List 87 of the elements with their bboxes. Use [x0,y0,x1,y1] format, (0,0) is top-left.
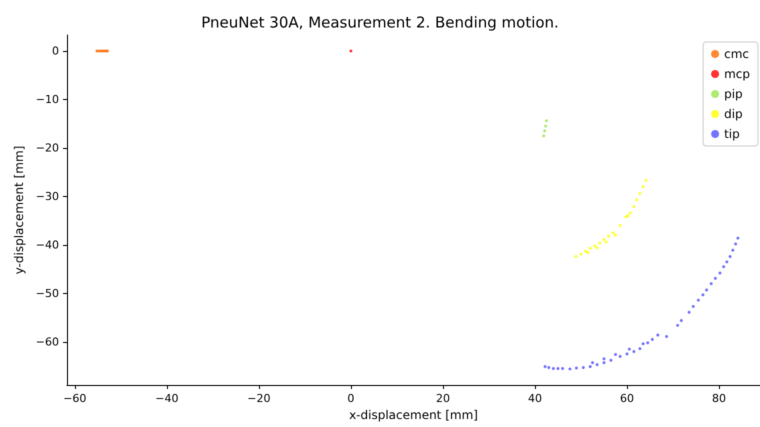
point [635,198,638,202]
point [596,363,599,366]
point [642,342,645,346]
point [544,365,547,368]
point [650,338,654,341]
point [638,347,642,350]
x-tick-label: 80 [712,392,726,405]
x-tick-label: −40 [155,392,178,405]
x-tick-label: 60 [620,392,634,405]
point [725,260,728,264]
point [680,319,683,322]
point [544,119,548,122]
point [612,231,615,234]
y-tick-label: 0 [52,44,59,58]
point [588,365,592,368]
x-tick-label: −20 [247,392,270,405]
point [696,298,700,302]
point [586,251,590,254]
point [596,246,599,250]
point [701,293,704,296]
legend-label: dip [724,107,743,121]
point [656,334,660,337]
legend-label: tip [724,127,740,141]
point [574,366,578,370]
legend-label: mcp [724,67,750,81]
point [604,240,608,244]
point [628,348,631,351]
point [349,50,352,52]
point [584,250,588,253]
x-tick-label: 0 [347,392,354,405]
point [591,361,594,364]
point [626,352,629,356]
y-axis-title: y-displacement [mm] [12,146,26,274]
point [556,367,560,370]
point [574,255,578,258]
point [561,367,564,370]
point [614,234,618,237]
y-tick-label: −40 [36,238,59,252]
point [665,335,668,338]
point [547,366,550,370]
point [582,366,585,370]
point [728,255,732,258]
x-axis-title: x-displacement [mm] [349,408,478,422]
y-tick-label: −50 [36,286,59,300]
point [542,134,546,138]
point [607,234,610,238]
point [688,310,691,314]
point [602,357,606,360]
point [632,205,636,208]
point [705,288,708,292]
point [644,178,648,182]
x-tick-label: −60 [63,392,86,405]
chart-title: PneuNet 30A, Measurement 2. Bending motion. [201,14,559,32]
x-tick-label: 40 [528,392,542,405]
point [593,244,596,248]
y-tick-label: −20 [36,141,59,154]
point [618,224,622,228]
point [638,192,642,196]
point [614,352,618,356]
point [568,368,572,370]
point [609,358,612,362]
point [646,341,650,344]
x-tick-label: 20 [436,392,450,405]
point [642,185,645,188]
point [628,211,632,214]
point [676,324,680,327]
point [588,246,592,250]
point [544,124,548,128]
point [734,242,738,246]
point [714,276,717,280]
point [552,367,555,370]
point [736,236,740,240]
y-tick-label: −30 [36,190,59,203]
point [718,272,722,275]
legend-label: cmc [724,47,749,61]
legend-label: pip [724,87,743,101]
point [598,241,602,244]
point [632,350,636,354]
point [618,354,622,358]
point [543,129,546,132]
point [710,282,713,286]
y-tick-label: −10 [36,92,59,106]
point [602,238,606,242]
y-tick-label: −60 [36,335,59,348]
point [692,304,695,308]
point [580,252,582,256]
point [602,361,606,364]
